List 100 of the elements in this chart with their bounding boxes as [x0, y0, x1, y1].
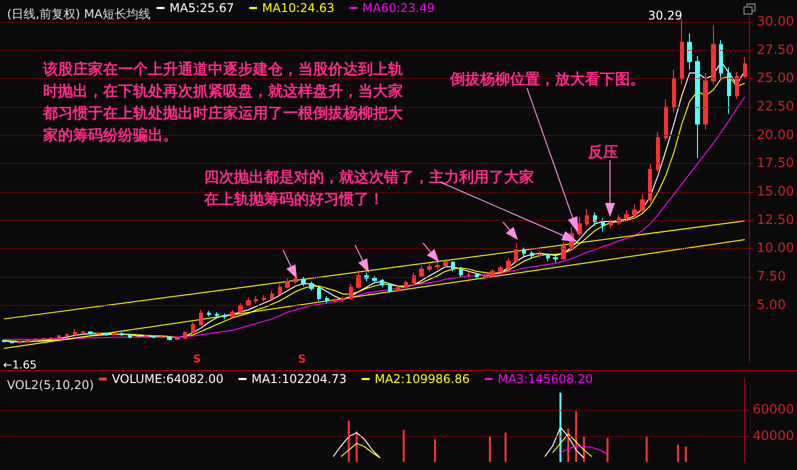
legend-label: VOLUME:64082.00	[112, 372, 224, 386]
annotation: ←1.65	[3, 358, 37, 372]
y-tick-label: 60000	[752, 402, 794, 418]
candlestick	[144, 334, 148, 338]
candlestick	[120, 332, 124, 336]
line-series	[560, 446, 608, 454]
y-tick-label: 12.50	[756, 212, 794, 228]
candlestick	[538, 250, 542, 258]
candlestick	[175, 336, 180, 340]
candlestick	[278, 283, 282, 296]
legend-label: MA60:23.49	[362, 1, 435, 15]
y-tick-label: 20.00	[756, 128, 794, 143]
annotation: 倒拔杨柳位置，放大看下图。	[449, 70, 645, 88]
y-tick-label: 30.00	[756, 14, 794, 30]
candlestick	[451, 260, 455, 272]
y-tick-label: 7.50	[756, 270, 786, 284]
annotation: S	[193, 352, 201, 366]
candlestick	[514, 242, 518, 263]
candlestick	[246, 296, 251, 307]
candlestick	[561, 241, 566, 260]
candlestick	[104, 332, 109, 336]
candlestick	[207, 310, 211, 318]
legend-label: MA2:109986.86	[374, 372, 470, 386]
candlestick	[2, 338, 6, 343]
candlestick	[585, 208, 589, 226]
candlestick	[743, 56, 747, 80]
candlestick	[49, 336, 53, 340]
candlestick	[396, 284, 400, 292]
annotation: 四次抛出都是对的，就这次错了，主力利用了大家在上轨抛筹码的好习惯了！	[203, 168, 534, 208]
candlestick	[262, 294, 266, 302]
candlestick	[388, 283, 392, 294]
candlestick	[475, 273, 479, 280]
candlestick	[680, 18, 684, 85]
candlestick	[632, 204, 637, 218]
candlestick	[96, 331, 101, 336]
candlestick	[687, 32, 692, 70]
candlestick	[349, 283, 353, 300]
annotation: S	[298, 352, 306, 366]
y-tick-label: 10.00	[756, 241, 794, 256]
candlestick	[617, 214, 621, 226]
candlestick	[601, 218, 605, 232]
candlestick	[254, 296, 258, 304]
candlestick	[664, 98, 668, 142]
candlestick	[404, 280, 408, 289]
candlestick	[727, 66, 731, 114]
candlestick	[301, 276, 306, 287]
candlestick	[443, 258, 448, 268]
candlestick	[609, 218, 613, 229]
candlestick	[159, 335, 164, 339]
y-tick-label: 27.50	[756, 42, 794, 58]
candlestick	[735, 71, 739, 100]
candlestick	[483, 273, 487, 280]
legend-label: MA3:145608.20	[498, 372, 593, 386]
candlestick	[435, 262, 440, 270]
candlestick	[372, 275, 377, 284]
candlestick	[419, 265, 424, 278]
candlestick	[695, 56, 700, 158]
candlestick	[522, 247, 526, 258]
candlestick	[672, 69, 676, 114]
candlestick	[506, 257, 511, 270]
y-tick-label: 17.50	[756, 156, 794, 172]
candlestick	[412, 272, 416, 284]
candlestick	[719, 40, 723, 80]
candlestick	[317, 286, 321, 302]
candlestick	[577, 216, 582, 237]
candlestick	[183, 330, 187, 340]
annotation: 该股庄家在一个上升通道中逐步建仓，当股价达到上轨时抛出，在下轨处再次抓紧吸盘，就这样盘升，当大家都习惯于在上轨处抛出时庄家运用了一根倒拔杨柳把大家的筹码纷纷骗出。	[42, 60, 404, 144]
candlestick	[546, 252, 550, 262]
candlestick	[25, 338, 30, 343]
candlestick	[215, 312, 219, 318]
candlestick	[309, 281, 314, 292]
y-tick-label: 25.00	[756, 71, 794, 86]
candlestick	[17, 340, 22, 344]
candlestick	[498, 265, 503, 273]
candlestick	[191, 322, 195, 334]
chart-title: VOL2(5,10,20)	[7, 378, 94, 392]
y-tick-label: 15.00	[756, 184, 794, 200]
candlestick	[640, 194, 645, 213]
candlestick	[238, 302, 243, 314]
candlestick	[467, 270, 471, 278]
candlestick	[41, 337, 46, 340]
candlestick	[325, 296, 329, 304]
candlestick	[530, 250, 534, 260]
candlestick	[364, 272, 369, 282]
legend-label: MA5:25.67	[170, 1, 234, 15]
candlestick	[112, 332, 117, 336]
candlestick	[230, 309, 235, 318]
y-tick-label: 5.00	[756, 298, 786, 313]
chart-title: (日线,前复权) MA短长均线	[7, 7, 151, 21]
candlestick	[380, 278, 384, 288]
candlestick	[703, 72, 708, 130]
candlestick	[285, 278, 290, 289]
y-tick-label: 40000	[752, 429, 794, 444]
candlestick	[553, 254, 558, 263]
legend-label: MA1:102204.73	[251, 372, 347, 386]
candlestick	[10, 340, 14, 344]
legend-label: MA10:24.63	[262, 1, 334, 15]
candlestick	[333, 298, 337, 304]
y-tick-label: 22.50	[756, 100, 794, 114]
candlestick	[356, 270, 361, 289]
